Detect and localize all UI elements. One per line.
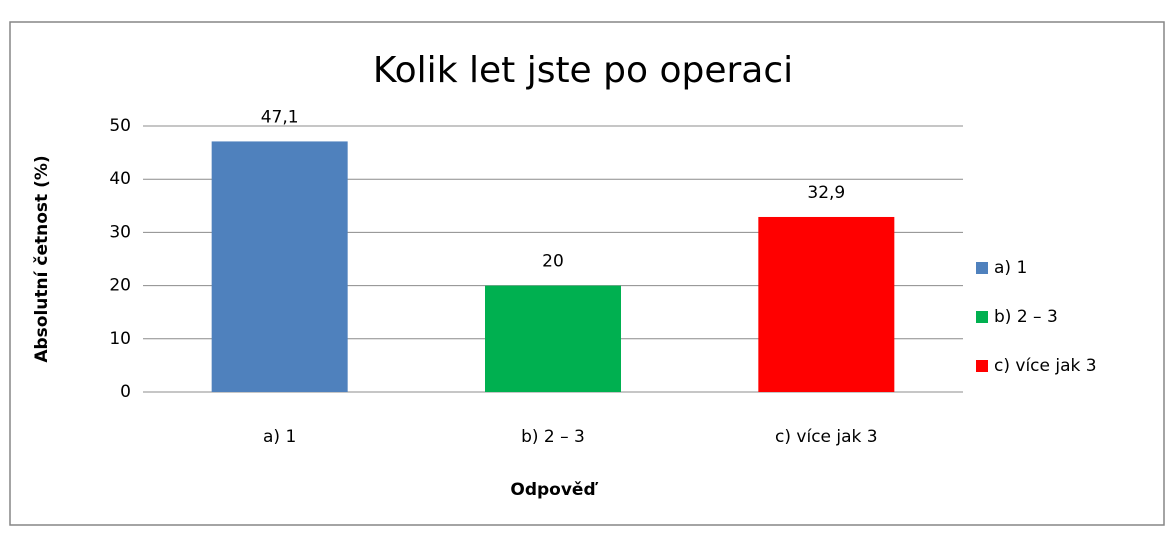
- data-label: 47,1: [261, 107, 299, 127]
- legend-label: c) více jak 3: [994, 356, 1097, 376]
- x-axis-title: Odpověď: [510, 480, 598, 500]
- data-label: 20: [542, 252, 564, 272]
- x-tick-label: a) 1: [263, 427, 296, 447]
- chart-border: [9, 21, 1165, 526]
- y-tick-label: 30: [109, 222, 131, 242]
- chart-title: Kolik let jste po operaci: [373, 50, 793, 91]
- x-tick-label: c) více jak 3: [775, 427, 878, 447]
- legend-swatch: [976, 360, 988, 372]
- legend-swatch: [976, 262, 988, 274]
- y-axis-title: Absolutní četnost (%): [32, 155, 52, 362]
- legend-label: a) 1: [994, 258, 1027, 278]
- y-tick-label: 40: [109, 169, 131, 189]
- bar: [211, 141, 348, 392]
- y-tick-label: 20: [109, 276, 131, 296]
- y-tick-label: 10: [109, 329, 131, 349]
- legend-swatch: [976, 311, 988, 323]
- legend-label: b) 2 – 3: [994, 307, 1058, 327]
- bar: [485, 285, 621, 392]
- bar: [758, 216, 895, 392]
- y-tick-label: 50: [109, 116, 131, 136]
- data-label: 32,9: [807, 183, 845, 203]
- y-tick-label: 0: [120, 382, 131, 402]
- x-tick-label: b) 2 – 3: [521, 427, 585, 447]
